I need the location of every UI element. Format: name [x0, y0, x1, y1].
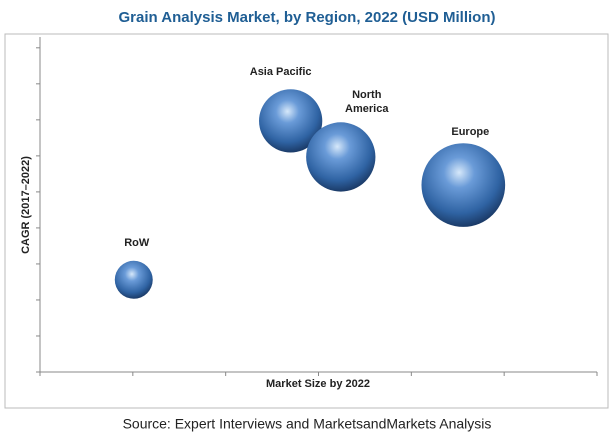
bubble — [421, 143, 506, 227]
bubble-label: North America — [345, 88, 389, 115]
y-axis-title: CAGR (2017–2022) — [20, 156, 32, 254]
source-note: Source: Expert Interviews and Marketsand… — [123, 416, 492, 432]
bubble — [306, 122, 376, 192]
bubble-label: Europe — [451, 126, 490, 139]
x-axis-title: Market Size by 2022 — [266, 378, 370, 390]
bubble-label: RoW — [124, 236, 150, 249]
bubble — [259, 89, 323, 153]
bubble — [114, 260, 153, 299]
chart-title: Grain Analysis Market, by Region, 2022 (… — [118, 9, 495, 26]
plot-frame — [4, 33, 609, 409]
bubble-label: Asia Pacific — [249, 65, 312, 78]
